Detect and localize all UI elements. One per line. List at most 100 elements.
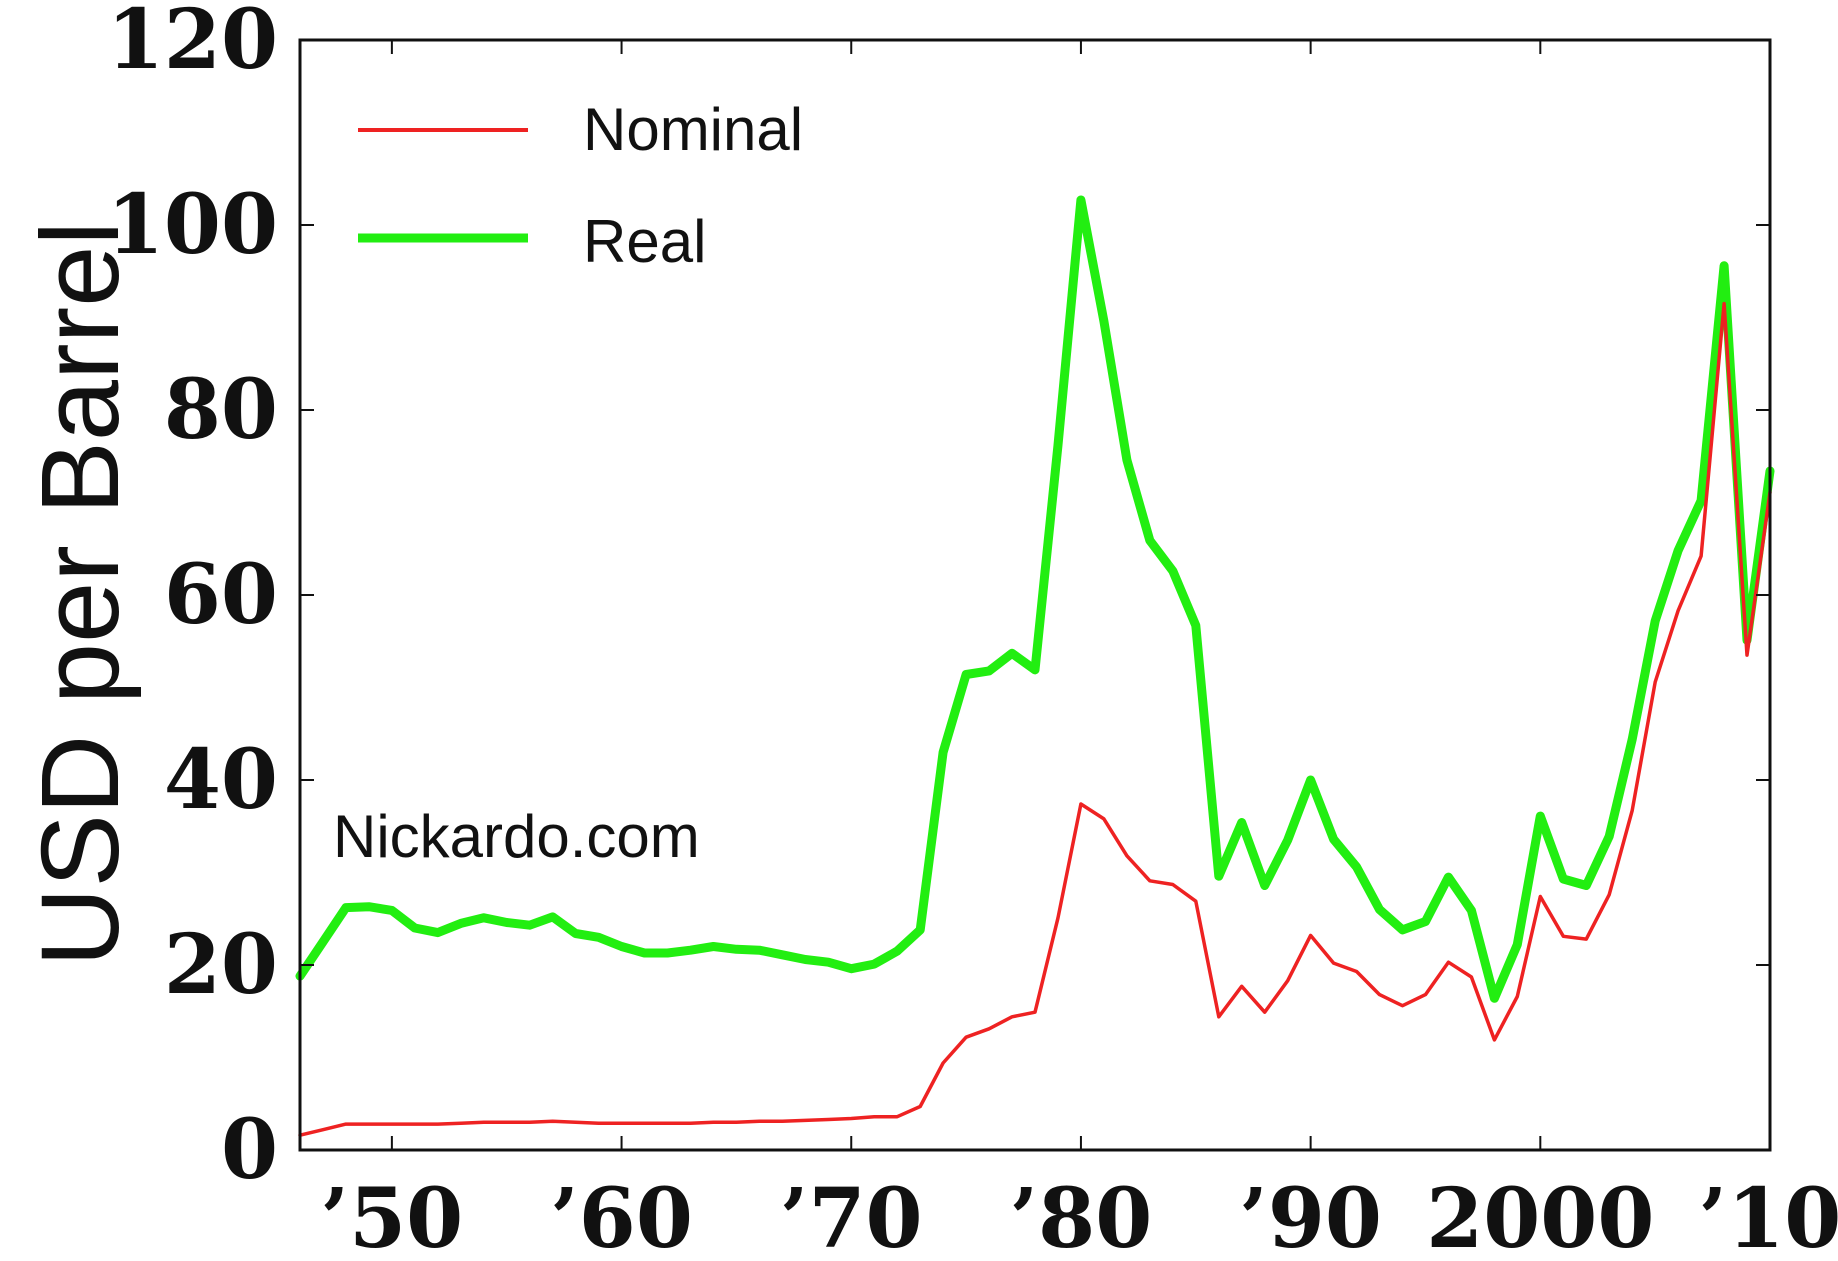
data-point-real [1425, 921, 1426, 922]
data-point-nominal [391, 1124, 392, 1125]
data-point-nominal [437, 1124, 438, 1125]
legend: Nominal Real [358, 96, 803, 275]
x-tick-label: 2000 [1426, 1171, 1654, 1261]
data-point-real [1241, 822, 1242, 823]
data-point-nominal [713, 1122, 714, 1123]
y-tick-label: 0 [221, 1102, 278, 1198]
data-point-real [989, 670, 990, 671]
axis-ticks: 0 20 40 60 80 100 120 ’50 ’60 ’70 ’80 ’90 2000 ’10 [107, 0, 1838, 1261]
data-point-real [966, 674, 967, 675]
data-point-real [897, 951, 898, 952]
data-point-nominal [1609, 894, 1610, 895]
data-point-real [1586, 885, 1587, 886]
x-tick-label: ’90 [1239, 1171, 1382, 1261]
data-point-real [1195, 625, 1196, 626]
legend-label-real: Real [583, 208, 706, 275]
data-point-real [828, 962, 829, 963]
data-point-nominal [1425, 994, 1426, 995]
data-point-real [552, 916, 553, 917]
data-point-nominal [506, 1122, 507, 1123]
data-point-nominal [1080, 803, 1081, 804]
data-point-real [1448, 877, 1449, 878]
x-tick-label: ’10 [1699, 1171, 1838, 1261]
data-point-nominal [1218, 1016, 1219, 1017]
data-point-nominal [1264, 1012, 1265, 1013]
y-tick-label: 20 [164, 917, 278, 1013]
data-point-nominal [690, 1123, 691, 1124]
data-point-nominal [621, 1123, 622, 1124]
data-point-nominal [782, 1121, 783, 1122]
plot-frame [298, 38, 1772, 1152]
data-point-nominal [667, 1123, 668, 1124]
data-point-real [805, 959, 806, 960]
data-point-nominal [368, 1124, 369, 1125]
data-point-real [1563, 878, 1564, 879]
data-point-real [1494, 998, 1495, 999]
data-point-nominal [1333, 963, 1334, 964]
data-point-real [1402, 929, 1403, 930]
data-point-real [667, 952, 668, 953]
data-point-nominal [345, 1124, 346, 1125]
data-point-nominal [828, 1119, 829, 1120]
data-point-real [1471, 910, 1472, 911]
data-point-real [1540, 816, 1541, 817]
data-point-real [322, 941, 323, 942]
data-point-nominal [874, 1116, 875, 1117]
data-point-real [414, 927, 415, 928]
data-point-real [1609, 836, 1610, 837]
data-point-real [851, 968, 852, 969]
data-point-nominal [1149, 880, 1150, 881]
x-tick-label: ’60 [550, 1171, 693, 1261]
data-point-real [1724, 265, 1725, 266]
data-point-real [1011, 653, 1012, 654]
data-point-nominal [1471, 976, 1472, 977]
data-point-nominal [529, 1122, 530, 1123]
data-point-nominal [598, 1123, 599, 1124]
data-point-real [1149, 540, 1150, 541]
data-point-real [1103, 321, 1104, 322]
data-point-nominal [575, 1122, 576, 1123]
x-tick-label: ’70 [780, 1171, 923, 1261]
data-point-nominal [644, 1123, 645, 1124]
series-line-real [295, 195, 1775, 1003]
data-point-nominal [1701, 556, 1702, 557]
data-point-nominal [736, 1122, 737, 1123]
data-point-nominal [1632, 810, 1633, 811]
data-point-real [1287, 840, 1288, 841]
data-point-nominal [1310, 935, 1311, 936]
data-point-nominal [414, 1124, 415, 1125]
data-point-nominal [1172, 884, 1173, 885]
data-point-real [437, 932, 438, 933]
data-point-real [1057, 445, 1058, 446]
data-point-nominal [897, 1116, 898, 1117]
data-point-nominal [483, 1122, 484, 1123]
data-point-nominal [1563, 936, 1564, 937]
y-tick-label: 60 [164, 547, 278, 643]
y-axis-title: USD per Barrel [19, 221, 142, 967]
data-point-nominal [1356, 971, 1357, 972]
data-point-real [1172, 570, 1173, 571]
data-point-real [1264, 885, 1265, 886]
data-point-real [920, 929, 921, 930]
x-tick-label: ’50 [321, 1171, 464, 1261]
data-point-real [460, 923, 461, 924]
data-point-nominal [1746, 655, 1747, 656]
data-point-real [575, 933, 576, 934]
data-point-nominal [1379, 994, 1380, 995]
data-point-real [529, 925, 530, 926]
data-point-nominal [966, 1037, 967, 1038]
data-point-real [759, 950, 760, 951]
data-point-real [1333, 839, 1334, 840]
data-point-nominal [1540, 896, 1541, 897]
data-point-real [1632, 739, 1633, 740]
data-point-nominal [1586, 939, 1587, 940]
watermark-text: Nickardo.com [333, 803, 700, 870]
data-point-nominal [1678, 610, 1679, 611]
data-point-nominal [1126, 855, 1127, 856]
data-point-nominal [943, 1062, 944, 1063]
data-point-real [1126, 459, 1127, 460]
data-point-nominal [1655, 681, 1656, 682]
y-tick-label: 100 [107, 177, 278, 273]
